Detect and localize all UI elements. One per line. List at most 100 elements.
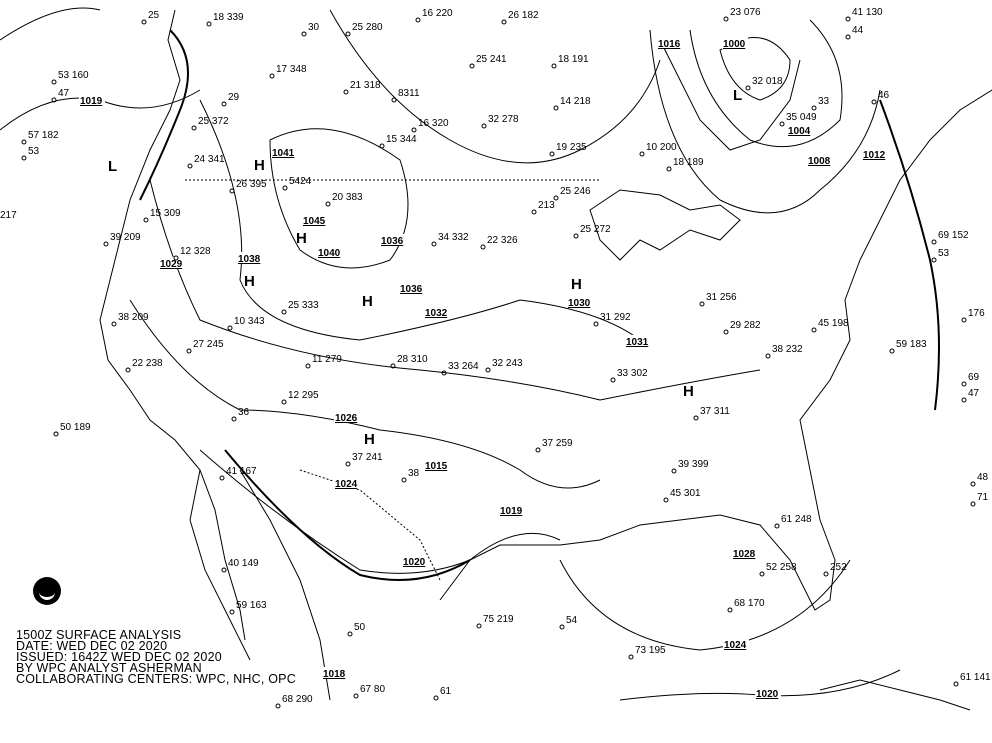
station-observation: 24 341 bbox=[194, 154, 225, 165]
isobar-label-background bbox=[399, 282, 425, 294]
station-marker bbox=[345, 31, 351, 37]
station-marker bbox=[628, 654, 634, 660]
low-pressure-center: L bbox=[733, 87, 742, 104]
station-observation: 31 292 bbox=[600, 312, 631, 323]
station-marker bbox=[693, 415, 699, 421]
isobar-label-background bbox=[322, 667, 348, 679]
station-observation: 29 282 bbox=[730, 320, 761, 331]
station-observation: 18 189 bbox=[673, 157, 704, 168]
station-observation: 16 220 bbox=[422, 8, 453, 19]
station-marker bbox=[666, 166, 672, 172]
station-observation: 69 152 bbox=[938, 230, 969, 241]
station-marker bbox=[301, 31, 307, 37]
high-pressure-center: H bbox=[362, 293, 373, 310]
station-observation: 176 bbox=[968, 308, 985, 319]
isobar-label-background bbox=[499, 504, 525, 516]
station-observation: 30 bbox=[308, 22, 320, 33]
station-observation: 12 295 bbox=[288, 390, 319, 401]
isobar-label: 1024 bbox=[724, 640, 747, 651]
high-pressure-center: H bbox=[683, 383, 694, 400]
stationary-front bbox=[139, 29, 189, 201]
station-marker bbox=[21, 139, 27, 145]
station-observation: 50 bbox=[354, 622, 366, 633]
high-pressure-center: H bbox=[571, 276, 582, 293]
station-observation: 25 241 bbox=[476, 54, 507, 65]
gulf-coast bbox=[439, 514, 836, 611]
hudson-bay bbox=[659, 39, 801, 151]
isobar-label: 1029 bbox=[160, 259, 183, 270]
station-marker bbox=[535, 447, 541, 453]
station-observation: 68 290 bbox=[282, 694, 313, 705]
station-observation: 34 332 bbox=[438, 232, 469, 243]
caption-centers: COLLABORATING CENTERS: WPC, NHC, OPC bbox=[16, 672, 296, 686]
station-marker bbox=[345, 461, 351, 467]
station-observation: 75 219 bbox=[483, 614, 514, 625]
station-marker bbox=[811, 327, 817, 333]
station-marker bbox=[141, 19, 147, 25]
station-marker bbox=[186, 348, 192, 354]
station-observation: 41 130 bbox=[852, 7, 883, 18]
isobar bbox=[329, 9, 661, 164]
isobar-label-background bbox=[787, 124, 813, 136]
isobar-label-background bbox=[380, 234, 406, 246]
station-observation: 46 bbox=[878, 90, 890, 101]
station-observation: 61 248 bbox=[781, 514, 812, 525]
station-observation: 39 399 bbox=[678, 459, 709, 470]
isobar-label-background bbox=[862, 148, 888, 160]
station-observation: 71 bbox=[977, 492, 989, 503]
isobar-label: 1036 bbox=[381, 236, 404, 247]
isobar bbox=[719, 37, 791, 101]
isobar-label-background bbox=[625, 335, 651, 347]
caption-analyst: BY WPC ANALYST ASHERMAN bbox=[16, 661, 202, 675]
isobar-label-background bbox=[424, 459, 450, 471]
isobars bbox=[0, 7, 901, 701]
station-observation: 44 bbox=[852, 25, 864, 36]
isobar bbox=[149, 179, 761, 401]
station-marker bbox=[953, 681, 959, 687]
station-marker bbox=[765, 353, 771, 359]
station-marker bbox=[227, 325, 233, 331]
high-pressure-center: H bbox=[296, 230, 307, 247]
station-observation: 37 311 bbox=[700, 406, 730, 417]
high-pressure-center: H bbox=[364, 431, 375, 448]
station-observation: 53 bbox=[938, 248, 950, 259]
station-marker bbox=[125, 367, 131, 373]
fronts bbox=[139, 29, 940, 581]
station-observation: 45 301 bbox=[670, 488, 701, 499]
isobar-label: 1008 bbox=[808, 156, 831, 167]
station-observation: 53 160 bbox=[58, 70, 89, 81]
station-observation: 38 209 bbox=[118, 312, 149, 323]
high-pressure-center: H bbox=[244, 273, 255, 290]
station-marker bbox=[553, 105, 559, 111]
station-observation: 50 189 bbox=[60, 422, 91, 433]
station-observation: 53 bbox=[28, 146, 40, 157]
isobar-label: 1026 bbox=[335, 413, 358, 424]
station-marker bbox=[970, 501, 976, 507]
station-marker bbox=[469, 63, 475, 69]
isobar-label-background bbox=[159, 257, 185, 269]
station-marker bbox=[549, 151, 555, 157]
station-marker bbox=[931, 239, 937, 245]
station-marker bbox=[610, 377, 616, 383]
station-observation: 38 232 bbox=[772, 344, 803, 355]
station-marker bbox=[961, 317, 967, 323]
station-observation: 17 348 bbox=[276, 64, 307, 75]
station-observation: 52 258 bbox=[766, 562, 797, 573]
station-marker bbox=[206, 21, 212, 27]
station-observation: 26 182 bbox=[508, 10, 539, 21]
baja bbox=[189, 469, 251, 661]
station-marker bbox=[390, 363, 396, 369]
caption-issued: ISSUED: 1642Z WED DEC 02 2020 bbox=[16, 650, 222, 664]
station-marker bbox=[551, 63, 557, 69]
station-marker bbox=[411, 127, 417, 133]
low-pressure-center: L bbox=[108, 158, 117, 175]
station-observation: 19 235 bbox=[556, 142, 587, 153]
noaa-logo bbox=[33, 577, 61, 605]
isobar-label-background bbox=[79, 94, 105, 106]
station-marker bbox=[779, 121, 785, 127]
station-observation: 21 318 bbox=[350, 80, 381, 91]
station-marker bbox=[593, 321, 599, 327]
station-observation: 37 241 bbox=[352, 452, 383, 463]
station-observation: 33 302 bbox=[617, 368, 648, 379]
station-marker bbox=[21, 155, 27, 161]
